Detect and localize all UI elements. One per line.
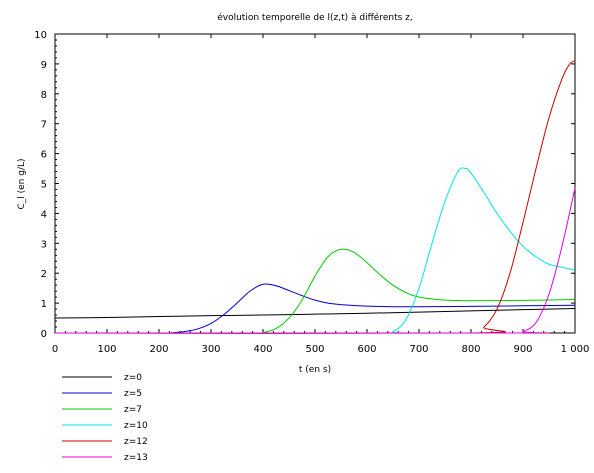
y-axis: 0 1 2 3 4 5 6 7 8 9 10 (34, 30, 575, 340)
legend-label: z=0 (124, 373, 142, 383)
chart-title: évolution temporelle de l(z,t) à différe… (217, 12, 413, 23)
series-line-z=5 (54, 283, 576, 334)
series-line-z=13 (54, 187, 576, 334)
x-axis: 0 100 200 300 400 500 600 700 800 900 1 000 (52, 34, 590, 355)
y-tick-label: 2 (41, 269, 47, 280)
plot-frame (54, 33, 576, 334)
x-tick-label: 1 000 (561, 344, 590, 355)
x-axis-title: t (en s) (299, 365, 331, 375)
series-line-z=12 (54, 60, 576, 334)
series-lines (54, 60, 576, 334)
legend-label: z=13 (124, 453, 148, 463)
series-line-z=0 (54, 307, 576, 319)
x-tick-label: 600 (357, 344, 376, 355)
y-tick-label: 3 (41, 239, 47, 250)
series-line-z=10 (54, 167, 576, 334)
x-tick-label: 0 (52, 344, 58, 355)
y-axis-title: C_l (en g/L) (17, 158, 27, 209)
y-tick-label: 10 (34, 30, 47, 41)
legend-label: z=12 (124, 437, 148, 447)
y-tick-label: 8 (41, 90, 47, 101)
y-tick-label: 6 (41, 150, 47, 161)
series-line-z=7 (54, 248, 576, 334)
x-tick-label: 500 (305, 344, 324, 355)
y-tick-label: 5 (41, 180, 47, 191)
legend-label: z=7 (124, 405, 142, 415)
x-tick-label: 100 (97, 344, 116, 355)
x-tick-label: 200 (149, 344, 168, 355)
x-tick-label: 400 (253, 344, 272, 355)
x-tick-label: 800 (461, 344, 480, 355)
legend-label: z=5 (124, 389, 142, 399)
y-tick-label: 0 (41, 329, 47, 340)
x-tick-label: 300 (201, 344, 220, 355)
legend: z=0 z=5 z=7 z=10 z=12 z=13 (62, 373, 148, 463)
y-tick-label: 4 (41, 209, 47, 220)
y-tick-label: 1 (41, 299, 47, 310)
x-tick-label: 900 (513, 344, 532, 355)
y-tick-label: 9 (41, 60, 47, 71)
x-tick-label: 700 (409, 344, 428, 355)
plot-area: 0 100 200 300 400 500 600 700 800 900 1 000 0 1 2 3 4 5… (34, 30, 589, 355)
y-tick-label: 7 (41, 120, 47, 131)
legend-label: z=10 (124, 421, 148, 431)
